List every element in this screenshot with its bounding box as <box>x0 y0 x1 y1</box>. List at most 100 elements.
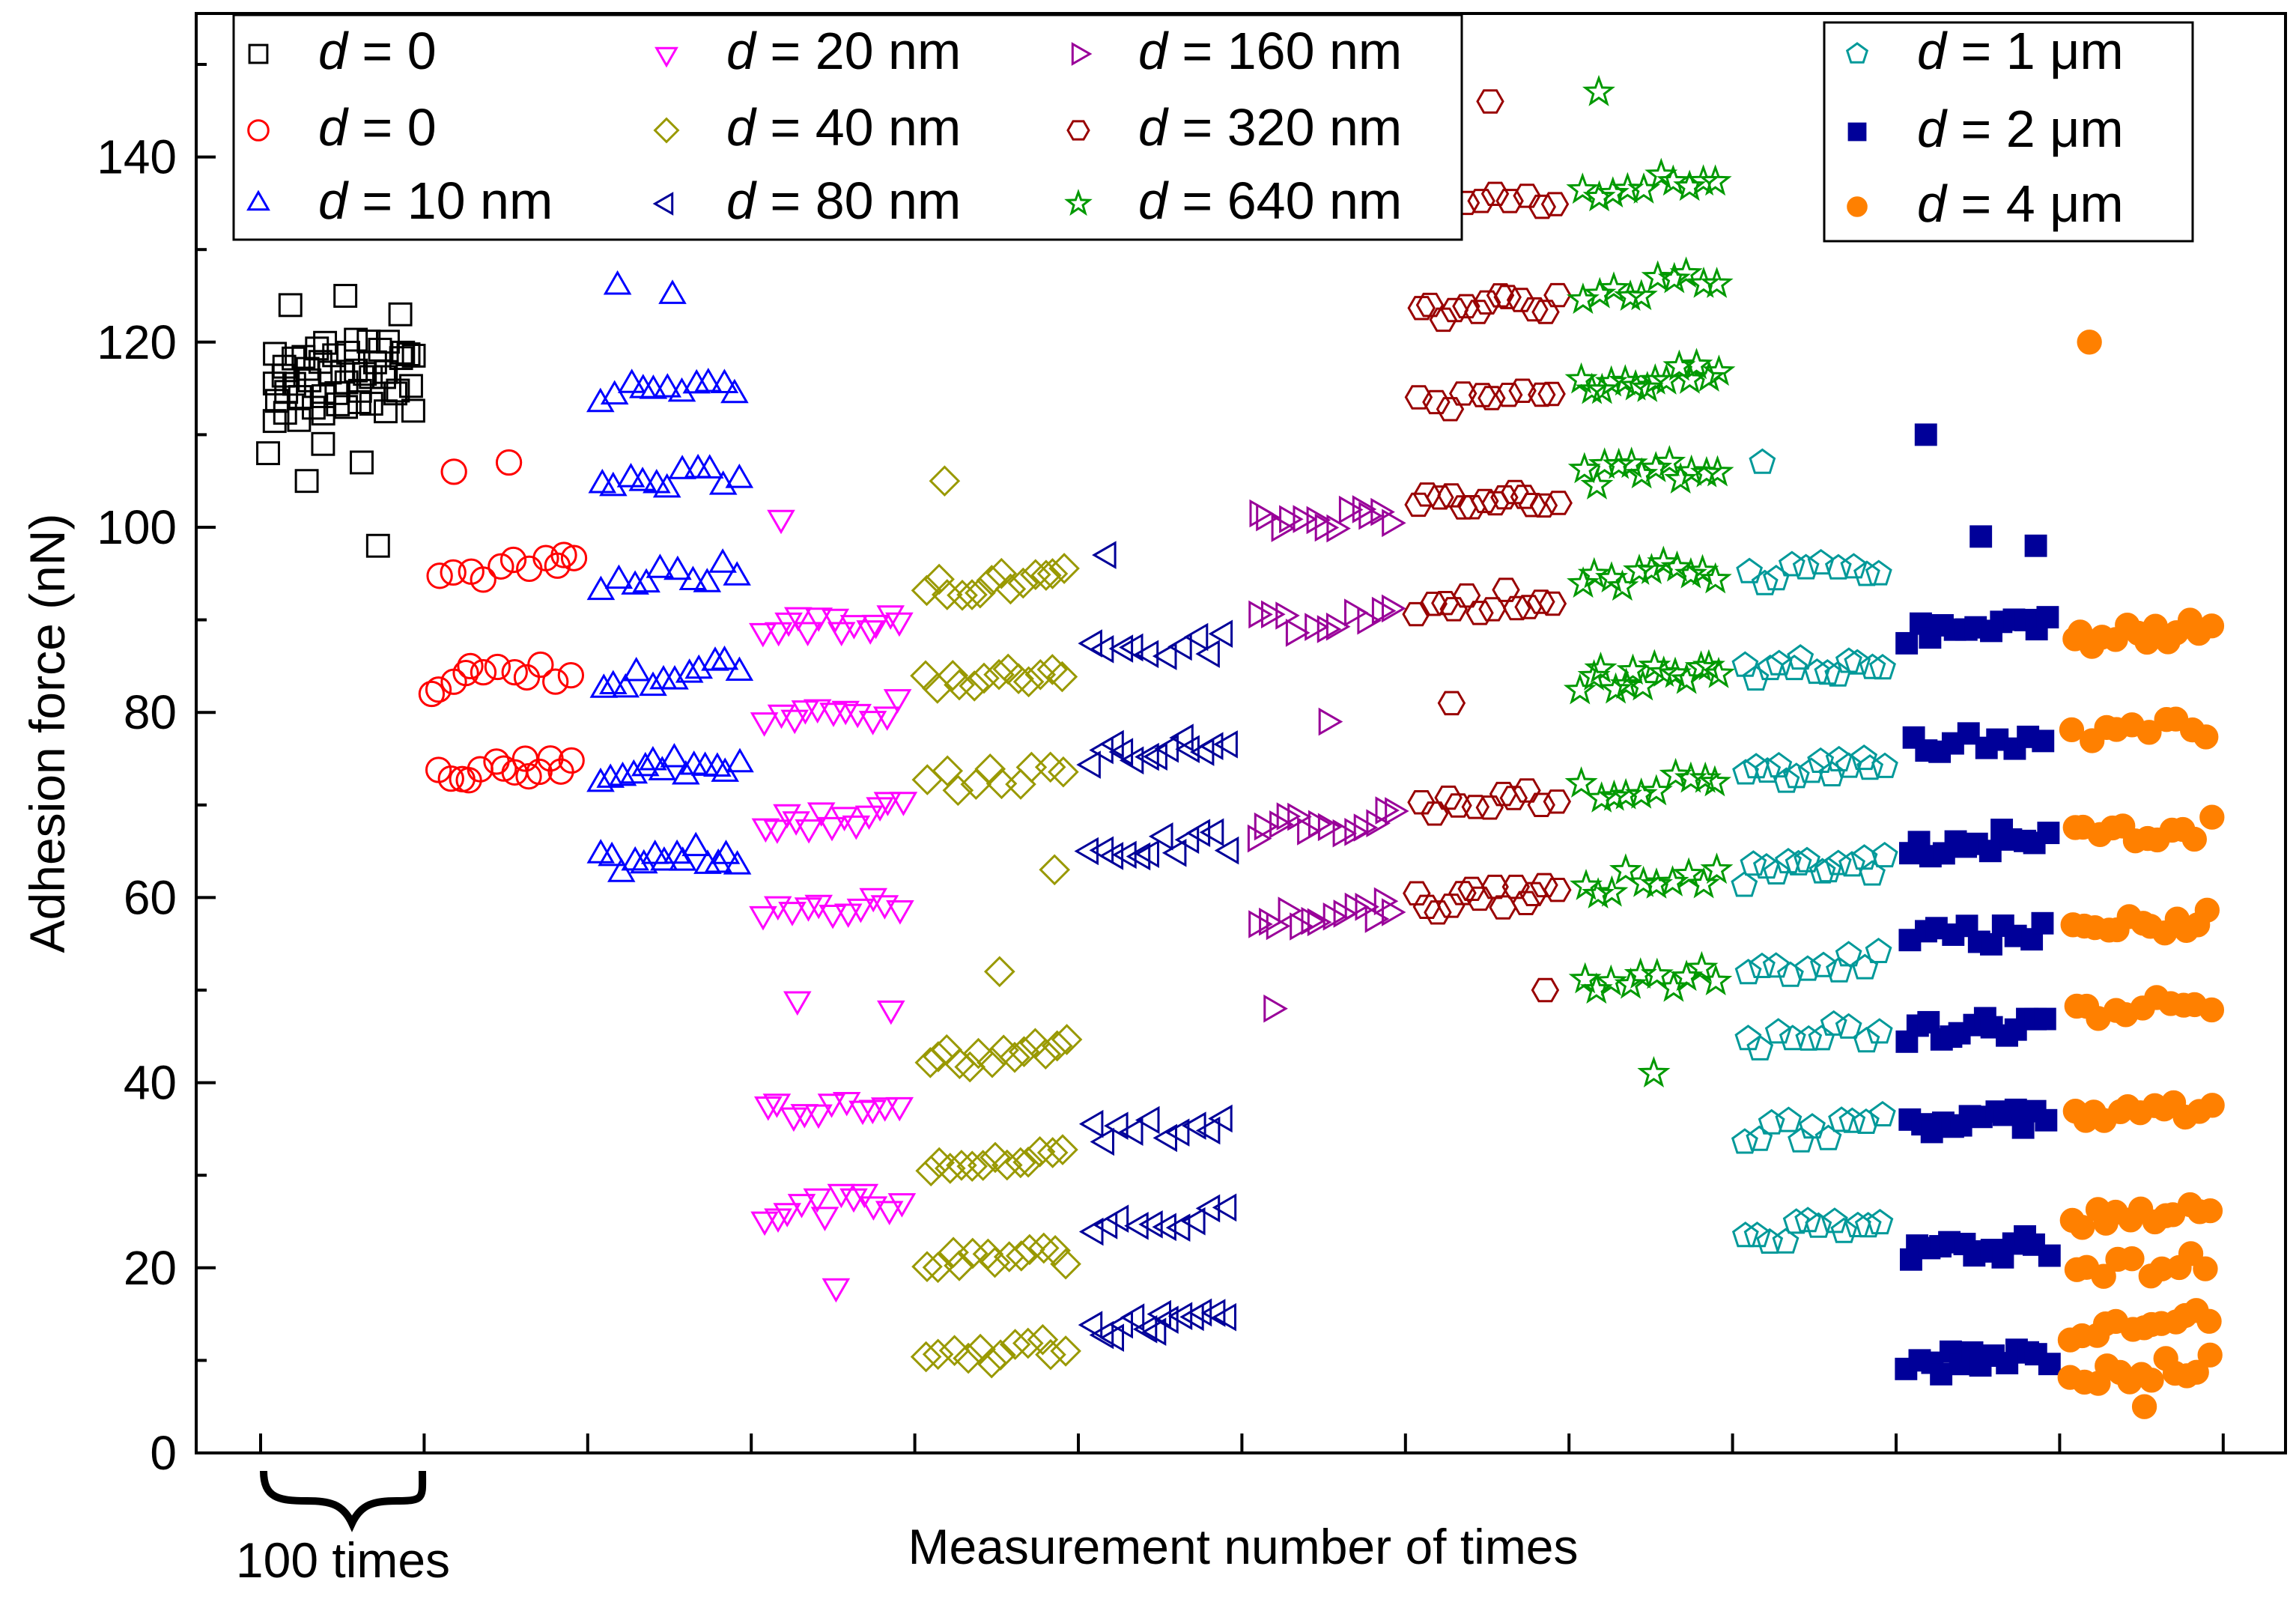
series-0 <box>256 284 426 558</box>
data-point <box>1048 756 1079 788</box>
data-point <box>1580 468 1614 500</box>
data-point <box>262 371 287 396</box>
data-point <box>1012 666 1045 698</box>
data-point <box>944 669 975 701</box>
data-point <box>1731 871 1758 897</box>
data-point <box>1005 768 1036 800</box>
legend-marker <box>655 46 678 68</box>
data-point <box>1212 1193 1237 1222</box>
data-point <box>1540 192 1570 216</box>
data-point <box>1647 545 1680 577</box>
data-point <box>1980 932 2002 956</box>
data-point <box>1930 1362 1953 1386</box>
data-point <box>1746 1034 1774 1061</box>
data-point <box>1830 1217 1858 1243</box>
data-point <box>1595 875 1629 907</box>
series-4 <box>910 465 1083 1379</box>
data-point <box>1027 1323 1059 1356</box>
data-point <box>695 454 724 479</box>
data-point <box>1431 591 1460 616</box>
data-point <box>1195 1194 1221 1223</box>
data-point <box>617 368 646 393</box>
data-point <box>598 841 626 867</box>
data-point <box>807 802 836 827</box>
data-point <box>1859 653 1886 679</box>
data-point <box>977 1046 1008 1078</box>
data-point <box>560 544 588 571</box>
data-point <box>726 747 754 773</box>
data-point <box>2197 1342 2223 1368</box>
data-point <box>1520 297 1549 322</box>
data-point <box>967 1150 999 1181</box>
data-point <box>1511 890 1540 915</box>
data-point <box>1577 659 1611 691</box>
data-point <box>1794 955 1821 981</box>
data-point <box>1426 485 1454 510</box>
data-point <box>1385 797 1409 825</box>
data-point <box>608 761 637 786</box>
data-point <box>2197 1198 2223 1224</box>
data-point <box>2036 606 2059 629</box>
y-tick-label: 140 <box>97 130 177 184</box>
data-point <box>1099 1323 1124 1353</box>
data-point <box>1689 455 1723 488</box>
data-point <box>483 748 510 775</box>
data-point <box>1659 757 1692 789</box>
data-point <box>1698 765 1731 797</box>
data-point <box>1437 483 1466 508</box>
data-point <box>681 831 711 857</box>
data-point <box>511 745 539 772</box>
data-point <box>1660 550 1694 582</box>
data-point <box>1531 977 1560 1003</box>
data-point <box>1476 89 1504 114</box>
data-point <box>1616 653 1650 685</box>
data-point <box>780 709 809 735</box>
data-point <box>953 1342 984 1374</box>
data-point <box>1597 271 1630 303</box>
data-point <box>1099 842 1124 870</box>
data-point <box>1527 589 1555 614</box>
data-point <box>1853 1027 1880 1053</box>
data-point <box>1187 1298 1212 1327</box>
data-point <box>782 811 810 836</box>
data-point <box>495 449 523 476</box>
data-point <box>1746 1125 1773 1151</box>
data-point <box>725 656 754 681</box>
data-point <box>976 1347 1008 1379</box>
data-point <box>650 846 678 871</box>
data-point <box>1124 1212 1149 1240</box>
data-point <box>1019 1028 1051 1060</box>
data-point <box>391 340 416 365</box>
data-point <box>846 898 875 923</box>
data-point <box>1444 793 1472 818</box>
data-point <box>1353 813 1379 842</box>
data-point <box>1489 781 1518 807</box>
data-point <box>1015 751 1048 783</box>
data-point <box>886 900 914 925</box>
data-point <box>1734 959 1762 985</box>
data-point <box>1914 423 1937 446</box>
data-point <box>1762 952 1790 978</box>
legend-marker <box>1845 42 1869 64</box>
data-point <box>1582 877 1615 909</box>
data-point <box>1135 742 1159 771</box>
data-point <box>648 756 677 780</box>
data-point <box>1828 1106 1855 1132</box>
data-point <box>1799 1113 1826 1139</box>
data-point <box>803 699 832 724</box>
data-point <box>1871 841 1898 868</box>
data-point <box>1685 950 1719 983</box>
data-point <box>1167 1302 1193 1331</box>
data-point <box>773 804 801 829</box>
data-point <box>1148 822 1173 851</box>
data-point <box>1840 553 1868 579</box>
data-point <box>1293 505 1318 533</box>
data-point <box>437 765 464 792</box>
data-point <box>2184 1359 2209 1385</box>
data-point <box>988 1034 1020 1066</box>
data-point <box>2031 911 2054 935</box>
data-point <box>803 1188 832 1213</box>
data-point <box>1609 364 1642 396</box>
data-point <box>1412 482 1442 507</box>
data-point <box>1440 297 1469 323</box>
